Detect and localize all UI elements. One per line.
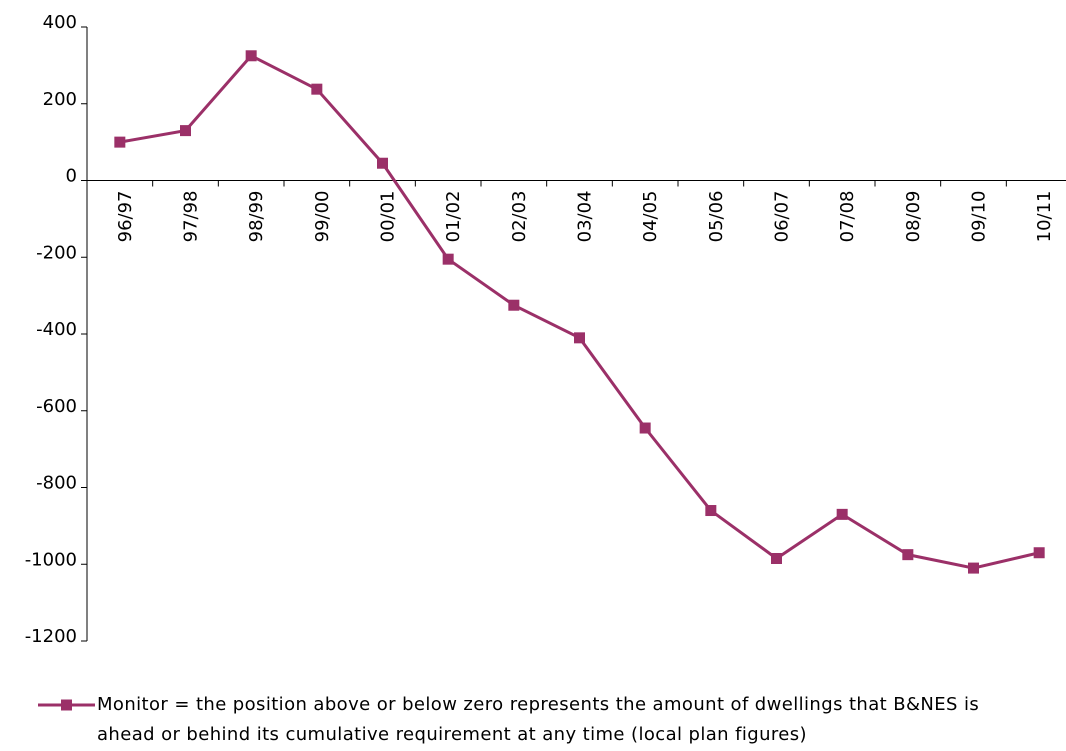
x-tick-label: 10/11 (1034, 191, 1055, 243)
x-tick-label: 02/03 (509, 191, 530, 243)
y-tick-label: 400 (43, 12, 77, 33)
y-tick-label: 0 (66, 166, 77, 187)
x-tick-label: 06/07 (772, 191, 793, 243)
marker (836, 508, 848, 520)
x-tick-label: 07/08 (837, 191, 858, 243)
marker (245, 50, 257, 62)
y-tick-label: -200 (36, 242, 77, 263)
x-tick-label: 08/09 (903, 191, 924, 243)
line (119, 53, 1040, 570)
x-tick-label: 03/04 (575, 191, 596, 243)
marker (311, 83, 323, 95)
x-tick-label: 05/06 (706, 191, 727, 243)
y-tick-label: -1200 (25, 626, 77, 647)
x-tick-label: 09/10 (969, 191, 990, 243)
marker (1033, 547, 1045, 559)
marker (902, 549, 914, 561)
marker (180, 125, 191, 137)
legend-marker (61, 699, 72, 711)
marker (705, 505, 717, 517)
x-tick-label: 99/00 (312, 191, 333, 243)
marker (508, 299, 520, 311)
marker (771, 552, 782, 564)
marker (442, 253, 454, 265)
marker (377, 157, 388, 169)
y-tick-label: -1000 (25, 549, 77, 570)
y-tick-label: -400 (36, 319, 77, 340)
x-tick-label: 98/99 (246, 191, 267, 243)
x-tick-label: 96/97 (115, 191, 136, 243)
x-tick-label: 01/02 (443, 191, 464, 243)
y-tick-label: -800 (36, 473, 77, 494)
x-tick-label: 04/05 (640, 191, 661, 243)
marker (574, 332, 585, 344)
legend-label: Monitor = the position above or below ze… (97, 694, 980, 745)
x-tick-label: 97/98 (181, 191, 202, 243)
marker (114, 136, 126, 148)
y-tick-label: -600 (36, 396, 77, 417)
marker (639, 422, 651, 434)
marker (968, 562, 979, 574)
x-tick-label: 00/01 (378, 191, 399, 243)
y-tick-label: 200 (43, 89, 77, 110)
